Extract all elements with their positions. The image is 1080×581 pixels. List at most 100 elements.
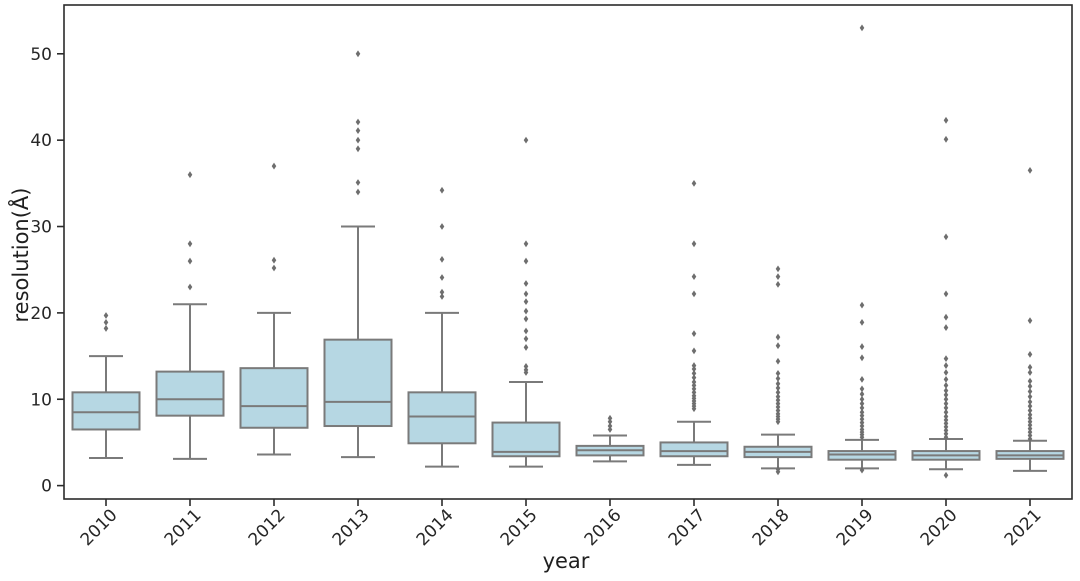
outlier-point <box>943 408 949 416</box>
outlier-point <box>523 363 529 370</box>
outlier-point <box>439 288 445 296</box>
y-tick-label: 50 <box>30 45 52 65</box>
outlier-point <box>523 280 529 287</box>
outlier-point <box>1027 377 1033 385</box>
x-tick-label: 2017 <box>665 505 710 550</box>
outlier-point <box>943 471 949 479</box>
iqr-box <box>491 421 561 458</box>
outlier-point <box>691 362 697 369</box>
outlier-point <box>1027 317 1033 325</box>
outlier-point <box>943 426 949 434</box>
y-tick-label: 40 <box>30 131 52 151</box>
outliers-2013 <box>355 50 361 196</box>
outlier-point <box>1027 418 1033 426</box>
outlier-point <box>943 369 949 376</box>
iqr-box <box>155 370 225 417</box>
outlier-point <box>1027 432 1033 439</box>
outlier-point <box>1027 428 1033 436</box>
iqr-box <box>323 338 393 428</box>
outlier-point <box>523 136 529 144</box>
outlier-point <box>691 374 697 382</box>
outlier-point <box>859 385 865 393</box>
outlier-point <box>607 418 613 426</box>
iqr-box <box>239 367 309 429</box>
outlier-point <box>691 378 697 386</box>
y-axis-title: resolution(Å) <box>9 187 33 323</box>
outlier-point <box>1027 435 1033 443</box>
outlier-point <box>943 404 949 412</box>
outlier-point <box>1027 388 1033 395</box>
outlier-point <box>691 369 697 377</box>
outlier-point <box>943 362 949 369</box>
y-tick-label: 20 <box>30 304 52 324</box>
x-tick-label: 2021 <box>1001 505 1046 550</box>
outlier-point <box>523 290 529 298</box>
outlier-point <box>1027 350 1033 358</box>
outlier-point <box>775 280 781 288</box>
outlier-point <box>943 387 949 395</box>
outliers-2011 <box>187 171 193 291</box>
outlier-point <box>355 136 361 144</box>
x-tick-label: 2010 <box>77 505 122 550</box>
outlier-point <box>775 369 781 377</box>
outlier-point <box>943 420 949 427</box>
outlier-point <box>1027 411 1033 419</box>
outlier-point <box>859 318 865 326</box>
outlier-point <box>691 365 697 373</box>
outliers-2021 <box>1027 166 1033 443</box>
box-2016 <box>575 434 645 463</box>
outlier-point <box>523 240 529 248</box>
y-tick-label: 30 <box>30 218 52 238</box>
outlier-point <box>943 413 949 420</box>
outlier-point <box>775 396 781 404</box>
outlier-point <box>523 307 529 315</box>
box-2021 <box>995 439 1065 472</box>
outlier-point <box>187 171 193 179</box>
x-tick-label: 2020 <box>917 505 962 550</box>
outlier-point <box>691 388 697 396</box>
x-tick-label: 2019 <box>833 505 878 550</box>
outlier-point <box>859 395 865 403</box>
outlier-point <box>859 404 865 412</box>
outlier-point <box>1027 363 1033 371</box>
outlier-point <box>943 391 949 399</box>
outlier-point <box>103 318 109 326</box>
outliers-2020 <box>943 116 949 479</box>
outlier-point <box>859 375 865 383</box>
outlier-point <box>859 466 865 474</box>
outlier-point <box>691 240 697 248</box>
outliers-2014 <box>439 186 445 300</box>
outlier-point <box>607 426 613 433</box>
box-2010 <box>71 355 141 459</box>
outlier-point <box>859 422 865 430</box>
outlier-point <box>943 375 949 383</box>
outlier-point <box>1027 369 1033 376</box>
outlier-point <box>859 24 865 32</box>
outliers-2018 <box>775 265 781 476</box>
outlier-point <box>439 186 445 194</box>
outlier-point <box>775 357 781 365</box>
outlier-point <box>775 333 781 341</box>
outlier-point <box>355 127 361 135</box>
outlier-point <box>943 233 949 241</box>
outlier-point <box>187 257 193 265</box>
outliers-2016 <box>607 414 613 433</box>
outlier-point <box>775 342 781 350</box>
outlier-point <box>1027 166 1033 174</box>
outlier-point <box>187 240 193 248</box>
outlier-point <box>271 162 277 170</box>
outlier-point <box>943 430 949 438</box>
outlier-point <box>691 392 697 400</box>
outlier-point <box>355 188 361 196</box>
outlier-point <box>775 400 781 407</box>
outliers-2015 <box>523 136 529 376</box>
outlier-point <box>103 312 109 319</box>
iqr-box <box>407 391 477 445</box>
outlier-point <box>355 118 361 126</box>
box-2011 <box>155 303 225 460</box>
outliers-2019 <box>859 24 865 474</box>
iqr-box <box>71 391 141 431</box>
outlier-point <box>607 414 613 422</box>
outlier-point <box>859 412 865 420</box>
outlier-point <box>943 400 949 407</box>
